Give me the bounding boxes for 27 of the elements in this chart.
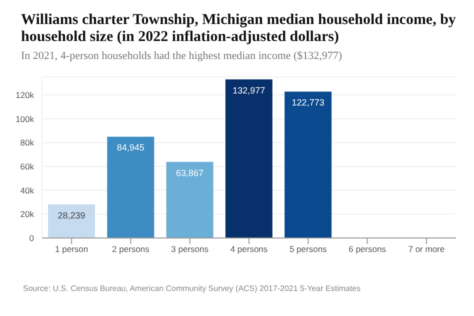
y-tick-label: 100k [16,114,35,124]
data-label: 28,239 [58,210,86,220]
bar [166,162,214,238]
x-tick-label: 5 persons [289,244,327,254]
x-tick-label: 3 persons [171,244,209,254]
x-tick-label: 6 persons [348,244,386,254]
y-tick-label: 120k [16,90,35,100]
source-note: Source: U.S. Census Bureau, American Community Survey (ACS) 2017-2021 5-Year Estimates [23,284,361,293]
data-label: 132,977 [232,85,266,96]
y-tick-label: 0 [29,233,34,244]
y-tick-label: 60k [20,161,35,172]
y-tick-label: 80k [20,138,35,148]
x-tick-label: 4 persons [230,244,268,254]
data-label: 84,945 [116,142,144,153]
x-tick-label: 7 or more [408,244,445,254]
bar [284,92,332,238]
chart-subtitle: In 2021, 4-person households had the highest median income ($132,977) [21,50,342,62]
bar [48,204,95,238]
bar [107,136,154,238]
bar [225,79,272,238]
data-label: 122,773 [292,98,324,108]
y-tick-label: 40k [20,185,35,196]
chart-title: Williams charter Township, Michigan median household income, by household size (in 2022 inflation-adjusted dollars) [21,12,457,46]
x-tick-label: 1 person [55,244,88,254]
data-label: 63,867 [176,168,204,178]
x-tick-label: 2 persons [112,244,150,254]
y-tick-label: 20k [20,209,35,220]
